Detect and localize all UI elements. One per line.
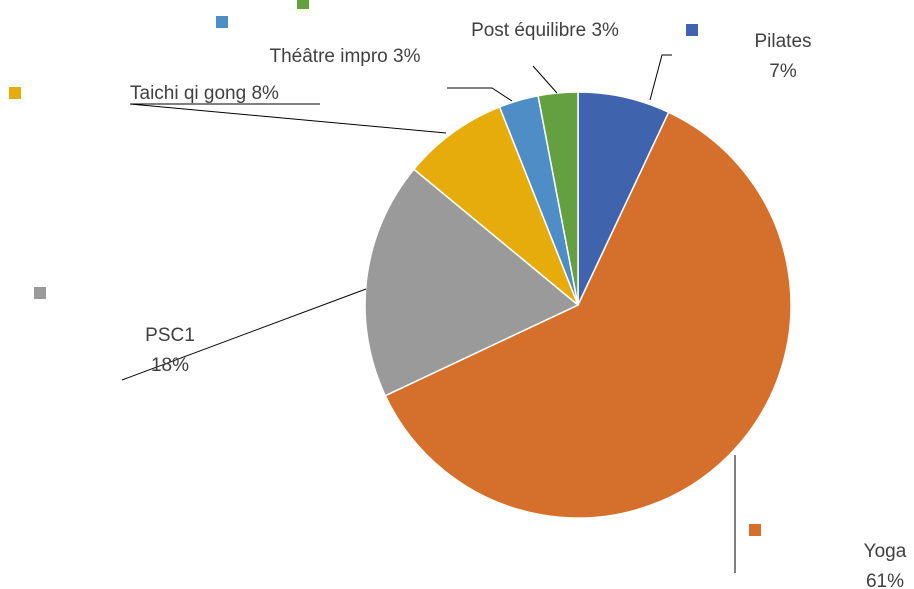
data-label-value: 7% — [769, 61, 797, 82]
data-label-value: 3% — [388, 46, 421, 67]
data-label: Post équilibre 3% — [471, 20, 619, 41]
data-label-value: 61% — [866, 571, 904, 589]
data-label-name: PSC1 — [145, 325, 195, 346]
legend-swatch — [749, 524, 761, 536]
pie-slice — [384, 111, 792, 519]
pie-slice — [364, 168, 580, 397]
pie-slice — [537, 91, 579, 306]
leader-line — [649, 54, 672, 101]
legend-swatch — [34, 287, 46, 299]
data-label: Taichi qi gong 8% — [130, 83, 279, 104]
leader-line — [447, 87, 513, 102]
data-label-name: Pilates — [754, 31, 811, 52]
legend-swatch — [9, 87, 21, 99]
data-label-name: Yoga — [864, 541, 907, 562]
legend-swatch — [216, 16, 228, 28]
legend-swatch — [686, 24, 698, 36]
pie-slice — [412, 105, 579, 306]
data-label-name: Taichi qi gong — [130, 83, 246, 104]
data-label-name: Post équilibre — [471, 20, 586, 41]
data-label-value: 8% — [246, 83, 279, 104]
data-label-value: 18% — [151, 355, 189, 376]
legend-swatch — [297, 0, 309, 9]
data-label: Théâtre impro 3% — [269, 46, 420, 67]
data-label-value: 3% — [586, 20, 619, 41]
leader-line — [532, 65, 558, 94]
data-label-name: Théâtre impro — [269, 46, 387, 67]
leader-line — [129, 103, 447, 134]
leader-line — [121, 288, 367, 381]
